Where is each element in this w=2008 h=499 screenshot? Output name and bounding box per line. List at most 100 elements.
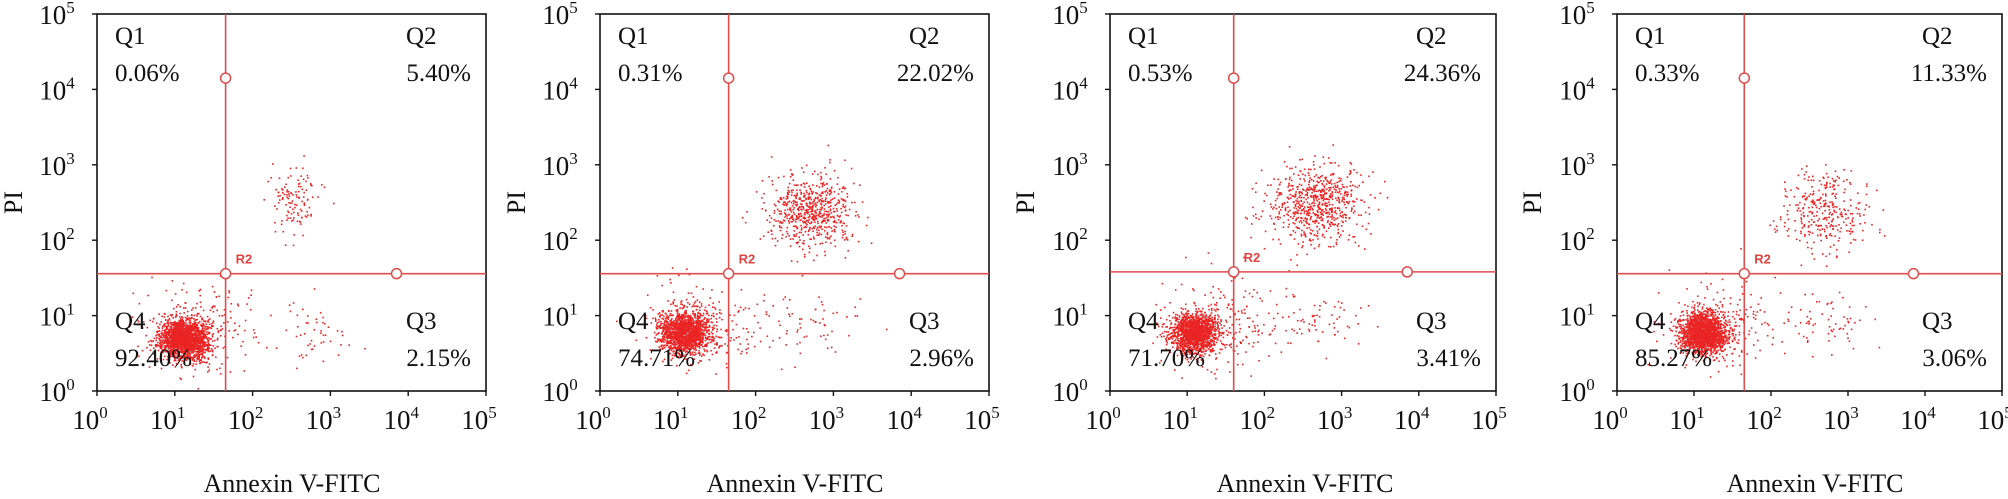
event-dot [177, 346, 179, 349]
event-dot [789, 299, 791, 301]
event-dot [693, 342, 696, 344]
event-dot [305, 354, 307, 357]
event-dot [656, 338, 659, 340]
event-dot [200, 353, 203, 356]
event-dot [741, 216, 744, 219]
event-dot [161, 349, 164, 351]
event-dot [173, 347, 175, 349]
event-dot [290, 213, 293, 215]
event-dot [770, 230, 773, 232]
event-dot [197, 322, 200, 324]
event-dot [791, 218, 794, 220]
event-dot [165, 342, 168, 344]
event-dot [177, 323, 180, 326]
event-dot [297, 326, 299, 328]
event-dot [674, 338, 677, 340]
event-dot [685, 298, 688, 301]
event-dot [171, 351, 173, 353]
quadrant-label-q3: Q3 [909, 308, 940, 335]
event-dot [181, 341, 183, 343]
y-tick-exponent: 0 [66, 375, 75, 394]
event-dot [695, 330, 697, 333]
event-dot [279, 194, 281, 197]
event-dot [671, 323, 673, 325]
event-dot [706, 320, 709, 322]
event-dot [816, 185, 818, 187]
event-dot [812, 205, 814, 207]
event-dot [707, 332, 710, 335]
event-dot [690, 331, 692, 334]
event-dot [700, 314, 702, 317]
event-dot [668, 335, 671, 337]
event-dot [192, 357, 194, 360]
event-dot [192, 328, 195, 331]
event-dot [178, 333, 180, 336]
event-dot [181, 351, 183, 354]
event-dot [699, 326, 701, 329]
event-dot [152, 320, 154, 323]
event-dot [186, 318, 189, 321]
event-dot [700, 322, 702, 324]
event-dot [159, 339, 161, 342]
event-dot [197, 353, 200, 355]
event-dot [689, 337, 692, 339]
event-dot [836, 210, 839, 212]
event-dot [678, 323, 681, 325]
event-dot [817, 226, 819, 229]
event-dot [201, 328, 203, 330]
event-dot [695, 285, 698, 288]
event-dot [286, 219, 288, 221]
event-dot [229, 310, 232, 313]
event-dot [301, 188, 304, 191]
y-tick-label: 102 [542, 224, 578, 256]
event-dot [321, 184, 323, 186]
event-dot [307, 177, 309, 179]
x-tick-exponent: 5 [488, 403, 497, 422]
event-dot [157, 341, 159, 344]
event-dot [724, 343, 726, 345]
event-dot [169, 342, 172, 344]
x-tick-label: 102 [228, 403, 264, 435]
event-dot [173, 345, 176, 347]
event-dot [836, 215, 839, 217]
event-dot [772, 339, 774, 342]
event-dot [694, 336, 696, 338]
event-dot [210, 344, 212, 346]
event-dot [1159, 309, 1162, 311]
event-dot [182, 338, 184, 340]
event-dot [161, 336, 164, 339]
event-dot [201, 353, 204, 356]
event-dot [681, 352, 683, 354]
event-dot [784, 209, 786, 212]
event-dot [162, 339, 164, 341]
event-dot [759, 327, 761, 329]
event-dot [201, 340, 204, 343]
event-dot [199, 333, 201, 336]
event-dot [727, 345, 729, 347]
event-dot [172, 324, 175, 326]
event-dot [656, 324, 658, 326]
event-dot [175, 315, 178, 318]
event-dot [214, 305, 216, 308]
event-dot [276, 208, 278, 210]
event-dot [720, 336, 723, 339]
event-dot [673, 341, 676, 343]
event-dot [681, 307, 684, 310]
event-dot [825, 173, 827, 176]
event-dot [842, 222, 845, 224]
event-dot [811, 227, 814, 230]
event-dot [179, 348, 181, 350]
event-dot [779, 213, 781, 215]
event-dot [669, 314, 671, 317]
event-dot [812, 226, 815, 229]
event-dot [652, 309, 654, 311]
event-dot [194, 307, 197, 309]
event-dot [301, 216, 303, 219]
event-dot [842, 231, 844, 233]
event-dot [772, 305, 774, 307]
event-dot [685, 312, 688, 315]
event-dot [671, 354, 674, 356]
event-dot [797, 217, 800, 220]
event-dot [193, 328, 196, 330]
event-dot [814, 225, 816, 227]
